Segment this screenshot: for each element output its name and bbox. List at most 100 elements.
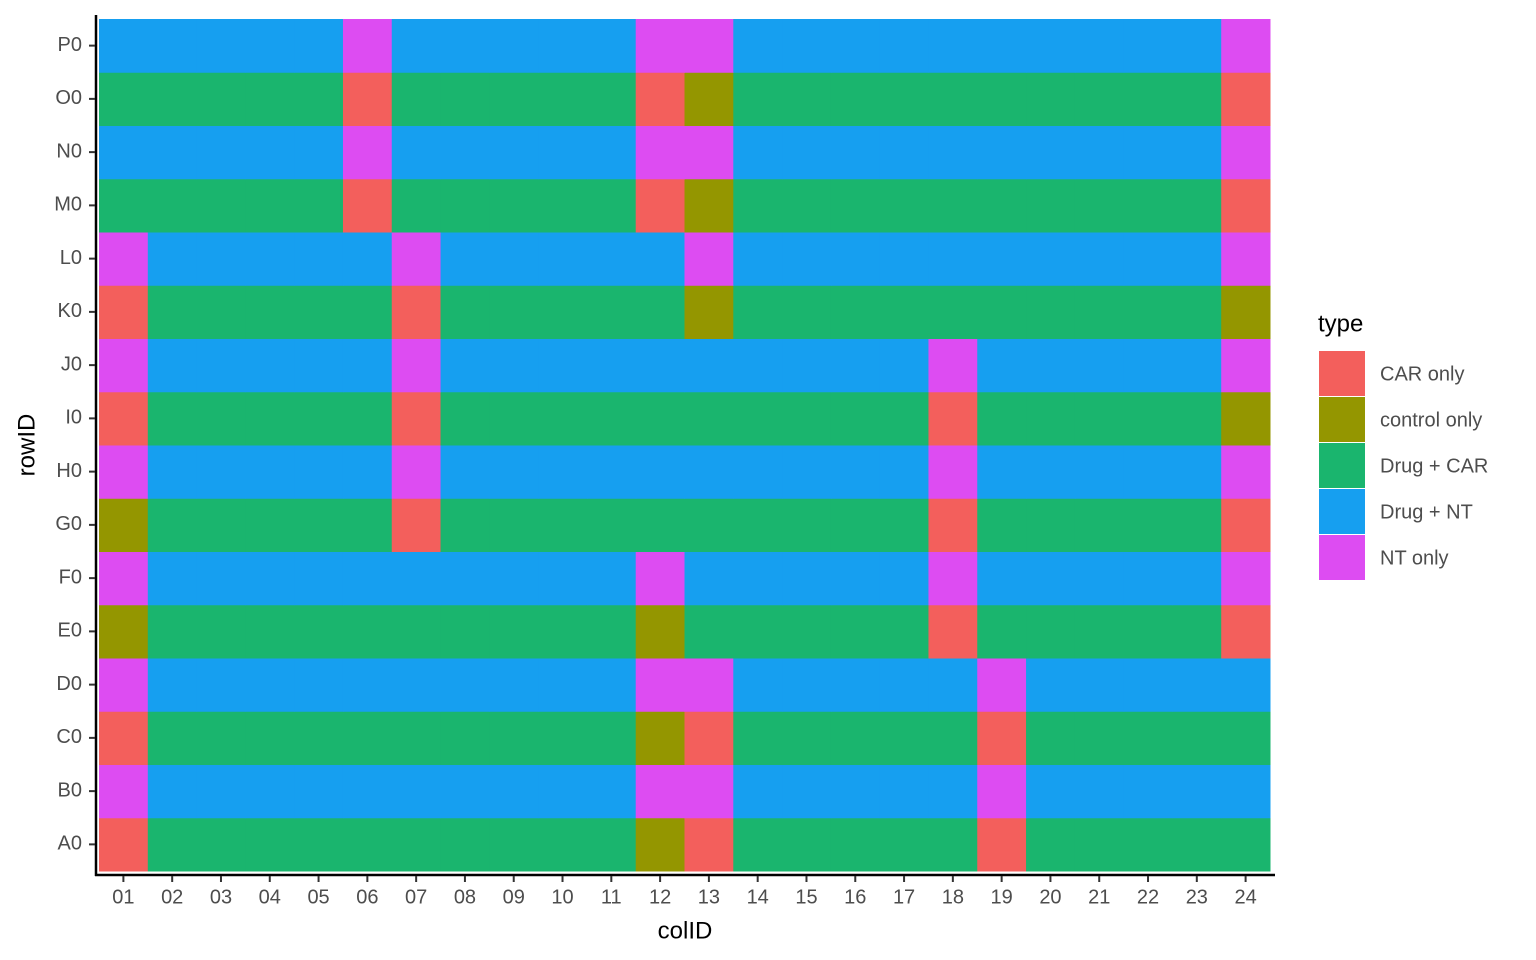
- cell: [782, 658, 832, 712]
- cell: [196, 232, 246, 286]
- cell: [538, 72, 588, 126]
- cell: [928, 391, 978, 446]
- cell: [830, 232, 881, 286]
- legend-label: CAR only: [1380, 363, 1464, 385]
- cell: [733, 232, 783, 286]
- cell: [245, 19, 295, 73]
- cell: [684, 72, 734, 126]
- cell: [391, 391, 442, 446]
- cell: [245, 711, 295, 765]
- cell: [879, 604, 929, 659]
- cell: [635, 445, 685, 499]
- cell: [1026, 338, 1076, 393]
- cell: [977, 72, 1027, 126]
- cell: [1026, 178, 1076, 233]
- cell: [830, 19, 881, 73]
- cell: [99, 285, 149, 339]
- cell: [1172, 764, 1222, 819]
- cell: [684, 604, 734, 659]
- cell: [1221, 604, 1271, 659]
- cell: [635, 125, 685, 180]
- x-axis-title: colID: [658, 917, 713, 944]
- cell: [928, 19, 978, 73]
- cell: [586, 711, 637, 765]
- cell: [196, 498, 246, 552]
- cell: [538, 391, 588, 446]
- cell: [1172, 445, 1222, 499]
- x-tick-label: 21: [1088, 886, 1110, 908]
- cell: [733, 551, 783, 606]
- cell: [196, 125, 246, 180]
- cell: [830, 604, 881, 659]
- cell: [99, 817, 149, 872]
- cell: [977, 604, 1027, 659]
- cell: [342, 178, 393, 233]
- cell: [391, 604, 442, 659]
- cell: [147, 178, 198, 233]
- cell: [635, 817, 685, 872]
- cell: [489, 285, 539, 339]
- cell: [635, 604, 685, 659]
- cell: [1026, 19, 1076, 73]
- x-tick-label: 06: [356, 886, 378, 908]
- cell: [733, 338, 783, 393]
- cell: [342, 445, 393, 499]
- cell: [342, 551, 393, 606]
- cell: [1221, 19, 1271, 73]
- cell: [830, 125, 881, 180]
- cell: [489, 711, 539, 765]
- cell: [928, 711, 978, 765]
- cell: [391, 232, 442, 286]
- cell: [782, 445, 832, 499]
- cell: [977, 445, 1027, 499]
- y-tick-label: A0: [58, 833, 82, 855]
- cell: [879, 711, 929, 765]
- cell: [147, 125, 198, 180]
- cell: [1123, 711, 1173, 765]
- cell: [1221, 711, 1271, 765]
- cell: [245, 125, 295, 180]
- cell: [1172, 658, 1222, 712]
- cell: [977, 764, 1027, 819]
- cell: [294, 817, 344, 872]
- cell: [879, 285, 929, 339]
- cell: [245, 232, 295, 286]
- cell: [684, 391, 734, 446]
- cell: [538, 285, 588, 339]
- cell: [1172, 711, 1222, 765]
- x-tick-label: 11: [601, 886, 622, 908]
- cell: [440, 711, 490, 765]
- cell: [684, 338, 734, 393]
- cell: [782, 285, 832, 339]
- x-tick-label: 03: [210, 886, 232, 908]
- cell: [586, 285, 637, 339]
- cell: [294, 178, 344, 233]
- cell: [391, 551, 442, 606]
- cell: [782, 604, 832, 659]
- y-tick-label: L0: [60, 247, 82, 269]
- cell: [196, 72, 246, 126]
- cell: [879, 764, 929, 819]
- cell: [1221, 817, 1271, 872]
- cell: [196, 764, 246, 819]
- cell: [733, 391, 783, 446]
- x-tick-label: 12: [649, 886, 671, 908]
- cell: [586, 551, 637, 606]
- cell: [928, 604, 978, 659]
- cell: [1074, 658, 1125, 712]
- x-tick-label: 16: [844, 886, 866, 908]
- cell: [586, 817, 637, 872]
- cell: [342, 711, 393, 765]
- cell: [294, 338, 344, 393]
- cell: [1221, 232, 1271, 286]
- cell: [1026, 551, 1076, 606]
- cell: [879, 178, 929, 233]
- cell: [1074, 72, 1125, 126]
- cell: [538, 604, 588, 659]
- cell: [342, 764, 393, 819]
- cell: [294, 551, 344, 606]
- cell: [928, 445, 978, 499]
- cell: [977, 391, 1027, 446]
- x-tick-label: 05: [307, 886, 329, 908]
- cell: [147, 19, 198, 73]
